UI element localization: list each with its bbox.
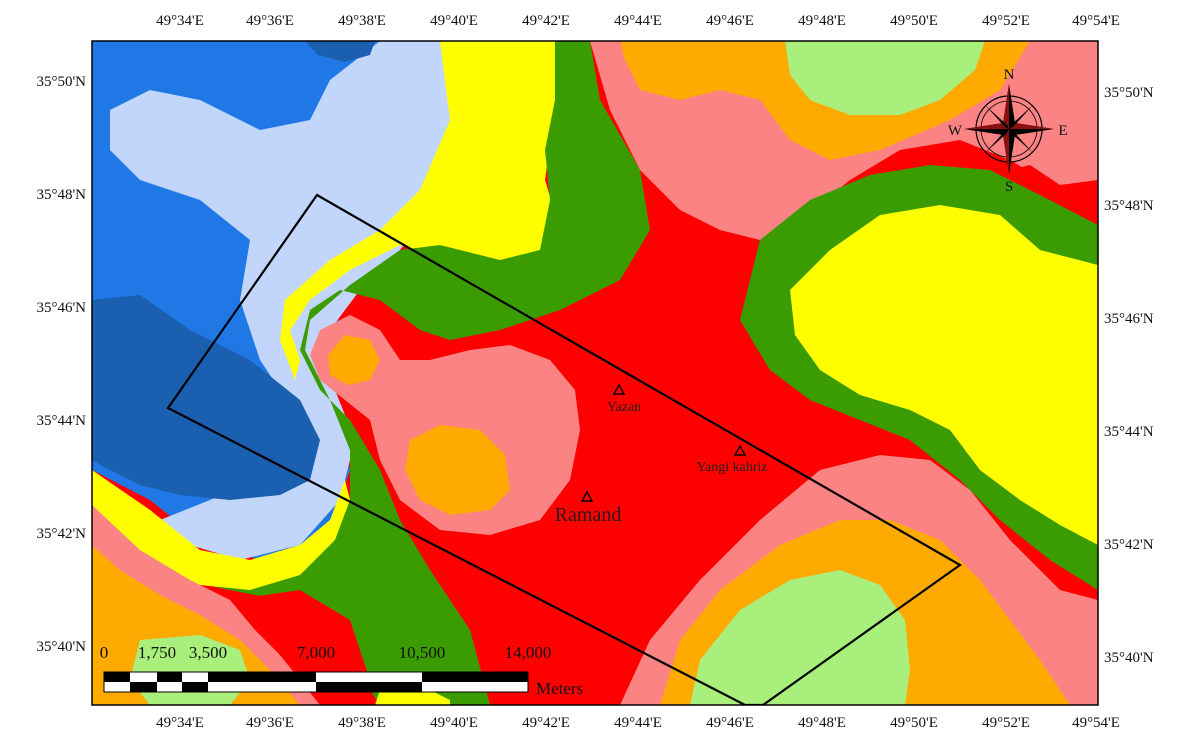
compass-n: N — [1004, 67, 1015, 83]
bottom-lon-ticks: 49°34'E 49°36'E 49°38'E 49°40'E 49°42'E … — [156, 715, 1120, 731]
pink-zone-bottom-left — [92, 505, 320, 705]
compass-rose-icon: N S E W — [948, 67, 1068, 195]
top-lon-tick: 49°40'E — [430, 13, 478, 29]
scale-label: 14,000 — [505, 643, 552, 662]
triangle-marker-icon — [580, 490, 594, 502]
bottom-lon-tick: 49°40'E — [430, 715, 478, 731]
bottom-lon-tick: 49°54'E — [1072, 715, 1120, 731]
right-lat-tick: 35°44'N — [1104, 424, 1154, 440]
scale-label: 10,500 — [399, 643, 446, 662]
left-lat-tick: 35°44'N — [36, 413, 86, 429]
orange-zone-center — [405, 425, 510, 515]
place-yazan: Yazan — [607, 383, 641, 415]
place-ramand: Ramand — [555, 490, 622, 526]
left-lat-tick: 35°50'N — [36, 74, 86, 90]
place-label: Yangi kahriz — [696, 460, 767, 475]
pink-zone-center — [310, 315, 580, 535]
top-lon-ticks: 49°34'E 49°36'E 49°38'E 49°40'E 49°42'E … — [156, 13, 1120, 29]
bottom-lon-tick: 49°52'E — [982, 715, 1030, 731]
scale-label: 3,500 — [189, 643, 227, 662]
bottom-lon-tick: 49°50'E — [890, 715, 938, 731]
dark-blue-zone-top — [305, 41, 375, 62]
right-lat-tick: 35°42'N — [1104, 537, 1154, 553]
left-lat-ticks: 35°50'N 35°48'N 35°46'N 35°44'N 35°42'N … — [36, 74, 86, 655]
top-lon-tick: 49°52'E — [982, 13, 1030, 29]
yellow-zone-right — [790, 205, 1098, 545]
bottom-lon-tick: 49°42'E — [522, 715, 570, 731]
top-lon-tick: 49°34'E — [156, 13, 204, 29]
bottom-lon-tick: 49°36'E — [246, 715, 294, 731]
top-lon-tick: 49°50'E — [890, 13, 938, 29]
scale-unit: Meters — [536, 679, 583, 698]
compass-s: S — [1005, 179, 1013, 195]
green-zone-top — [92, 41, 650, 705]
right-lat-tick: 35°40'N — [1104, 650, 1154, 666]
bottom-lon-tick: 49°44'E — [614, 715, 662, 731]
scale-label: 0 — [100, 643, 109, 662]
bottom-lon-tick: 49°46'E — [706, 715, 754, 731]
triangle-marker-icon — [733, 444, 747, 456]
top-lon-tick: 49°46'E — [706, 13, 754, 29]
right-lat-tick: 35°46'N — [1104, 311, 1154, 327]
right-lat-tick: 35°50'N — [1104, 85, 1154, 101]
left-lat-tick: 35°40'N — [36, 639, 86, 655]
top-lon-tick: 49°48'E — [798, 13, 846, 29]
yellow-zone-top — [280, 41, 560, 380]
scale-label: 1,750 — [138, 643, 176, 662]
light-green-zone-top-right — [785, 41, 985, 115]
scale-bar: 0 1,750 3,500 7,000 10,500 14,000 Meters — [100, 643, 583, 698]
left-lat-tick: 35°48'N — [36, 187, 86, 203]
compass-w: W — [948, 123, 963, 139]
light-green-zone-bottom-right — [690, 570, 910, 705]
left-lat-tick: 35°42'N — [36, 526, 86, 542]
bottom-lon-tick: 49°38'E — [338, 715, 386, 731]
top-lon-tick: 49°36'E — [246, 13, 294, 29]
place-yangi-kahriz: Yangi kahriz — [696, 444, 768, 475]
map-area — [92, 41, 1098, 705]
map-frame — [91, 40, 1099, 706]
dark-blue-zone-left — [92, 295, 320, 500]
compass-e: E — [1058, 123, 1067, 139]
top-lon-tick: 49°44'E — [614, 13, 662, 29]
study-area-boundary — [166, 193, 963, 705]
top-lon-tick: 49°38'E — [338, 13, 386, 29]
scale-label: 7,000 — [297, 643, 335, 662]
orange-zone-center-small — [328, 335, 380, 385]
triangle-marker-icon — [612, 383, 626, 395]
place-label: Ramand — [555, 504, 622, 526]
place-label: Yazan — [607, 400, 641, 415]
right-lat-tick: 35°48'N — [1104, 198, 1154, 214]
bottom-lon-tick: 49°48'E — [798, 715, 846, 731]
right-lat-ticks: 35°50'N 35°48'N 35°46'N 35°44'N 35°42'N … — [1104, 85, 1154, 666]
top-lon-tick: 49°42'E — [522, 13, 570, 29]
bottom-lon-tick: 49°34'E — [156, 715, 204, 731]
top-lon-tick: 49°54'E — [1072, 13, 1120, 29]
left-lat-tick: 35°46'N — [36, 300, 86, 316]
